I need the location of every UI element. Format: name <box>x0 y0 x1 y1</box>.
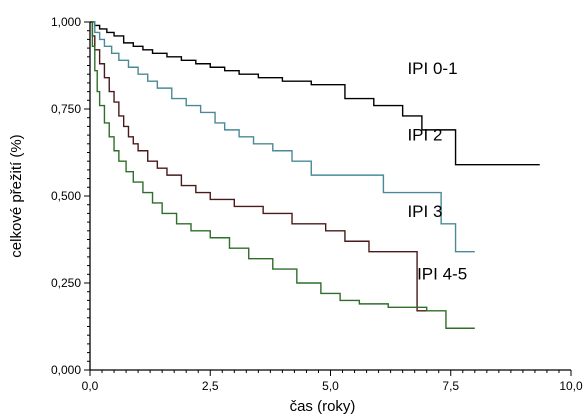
series-label-ipi-4-5: IPI 4-5 <box>417 265 467 284</box>
x-tick-label: 5,0 <box>322 379 339 393</box>
y-axis-title: celkové přežití (%) <box>8 134 25 257</box>
x-tick-label: 10,0 <box>559 379 583 393</box>
series-layer <box>90 21 540 329</box>
series-line-ipi-0-1 <box>90 21 540 166</box>
y-tick-label: 0,250 <box>51 276 81 290</box>
series-line-ipi-4-5 <box>90 21 475 329</box>
series-label-ipi-2: IPI 2 <box>407 125 442 144</box>
y-tick-label: 0,500 <box>51 189 81 203</box>
tick-layer: 0,000 0,250 0,500 0,750 1,000 0,0 2,5 5,0 7,5 10,… <box>51 15 583 393</box>
x-tick-label: 0,0 <box>82 379 99 393</box>
y-tick-label: 0,000 <box>51 363 81 377</box>
series-line-ipi-3 <box>90 21 427 312</box>
x-tick-label: 7,5 <box>442 379 459 393</box>
label-layer: IPI 0-1 IPI 2 IPI 3 IPI 4-5 <box>407 59 467 283</box>
series-line-ipi-2 <box>90 21 475 253</box>
y-tick-label: 0,750 <box>51 102 81 116</box>
series-label-ipi-0-1: IPI 0-1 <box>407 59 457 78</box>
series-label-ipi-3: IPI 3 <box>407 202 442 221</box>
axis-layer: 0,000 0,250 0,500 0,750 1,000 0,0 2,5 5,0 7,5 10,… <box>51 15 583 393</box>
x-axis-title: čas (roky) <box>290 398 356 415</box>
x-tick-label: 2,5 <box>202 379 219 393</box>
y-tick-label: 1,000 <box>51 15 81 29</box>
